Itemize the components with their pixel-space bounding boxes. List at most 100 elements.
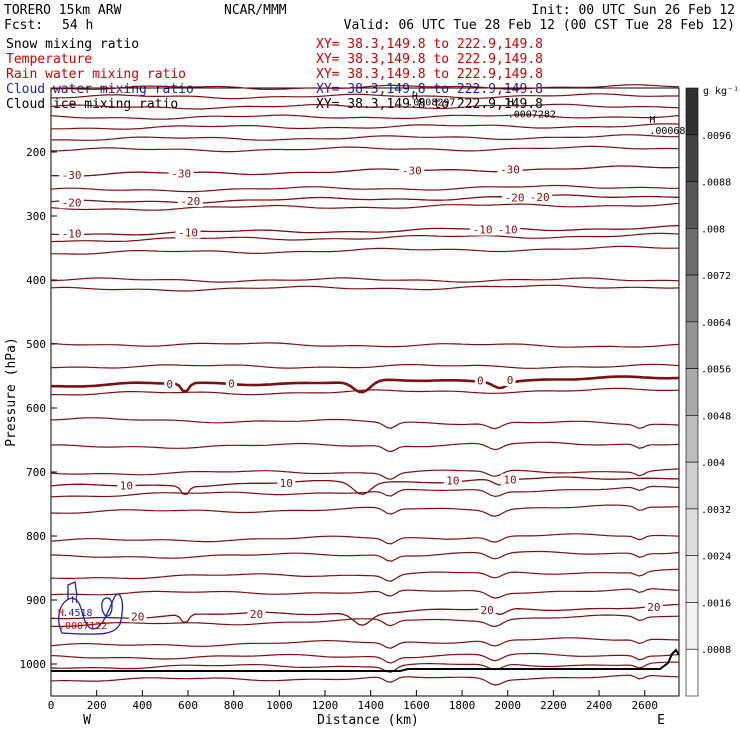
colorbar-segment xyxy=(685,555,699,603)
isotherm-line xyxy=(50,184,679,193)
contour-label: -20 xyxy=(62,196,82,209)
contour-label-bg xyxy=(225,377,237,390)
colorbar-segment xyxy=(685,321,699,369)
contour-label-bg xyxy=(277,477,296,490)
y-tick-label: 900 xyxy=(26,594,46,607)
x-tick-label: 1400 xyxy=(357,699,384,712)
terrain-line xyxy=(51,648,680,672)
colorbar-label: .0088 xyxy=(701,178,731,189)
contour-label: 10 xyxy=(280,477,293,490)
legend-label: Temperature xyxy=(6,52,92,67)
contour-label-bg xyxy=(175,226,201,239)
isotherm-line xyxy=(50,232,680,243)
colorbar-segment xyxy=(685,508,699,556)
contour-label: 0 xyxy=(507,374,514,387)
contour-label: -20 xyxy=(505,191,525,204)
contour-label-bg xyxy=(474,374,486,387)
y-tick-label: 800 xyxy=(26,530,46,543)
east-label: E xyxy=(657,713,665,728)
valid-time: Valid: 06 UTC Tue 28 Feb 12 (00 CST Tue … xyxy=(344,18,735,33)
isotherm-line xyxy=(50,504,680,517)
isotherm-line xyxy=(51,93,679,100)
x-tick-label: 400 xyxy=(132,699,152,712)
isotherm-line xyxy=(51,134,679,141)
x-tick-label: 2600 xyxy=(631,699,658,712)
contour-label-bg xyxy=(497,163,523,176)
isotherm-line xyxy=(51,165,680,177)
x-tick-label: 1600 xyxy=(403,699,430,712)
contour-label-bg xyxy=(164,378,176,391)
contour-label: -30 xyxy=(402,165,422,178)
x-tick-label: 1800 xyxy=(449,699,476,712)
extremum-label: H xyxy=(58,608,64,619)
x-tick-label: 1000 xyxy=(266,699,293,712)
contour-label-bg xyxy=(502,191,528,204)
isotherm-line xyxy=(50,114,680,120)
plot-frame xyxy=(50,87,680,697)
x-axis: 0 200 400 600 800 1000 1200 1400 1600 1800 2000 220… xyxy=(48,690,658,712)
extremum-label: .0008297 xyxy=(407,97,455,108)
contour-label: 10 xyxy=(120,480,133,493)
isotherm-line xyxy=(50,84,680,90)
extremum-label: H xyxy=(72,595,78,606)
legend-label: Rain water mixing ratio xyxy=(6,67,186,82)
isotherm-line xyxy=(50,603,680,626)
extremum-label: H xyxy=(508,97,514,108)
x-tick-label: 2400 xyxy=(586,699,613,712)
extremum-label: .4518 xyxy=(62,608,92,619)
colorbar-label: .0064 xyxy=(701,318,731,329)
isotherm-line xyxy=(50,417,680,430)
contour-label-bg xyxy=(59,168,85,181)
colorbar-label: .0096 xyxy=(701,131,731,142)
isotherm-line xyxy=(50,476,680,496)
colorbar-segment xyxy=(685,134,699,182)
x-tick-label: 2000 xyxy=(494,699,521,712)
isotherm-line xyxy=(50,202,680,211)
isotherm-line xyxy=(50,652,680,664)
y-tick-label: 700 xyxy=(26,466,46,479)
x-tick-label: 200 xyxy=(87,699,107,712)
cloud-water-contour xyxy=(58,593,124,635)
fcst-label: Fcst: xyxy=(4,18,43,33)
contour-label: -10 xyxy=(62,228,82,241)
colorbar: .0096 .0088 .008 .0072 .0064 .0056 .0048 .004 .0… xyxy=(685,87,731,697)
contour-label-bg xyxy=(177,194,203,207)
model-title: TORERO 15km ARW xyxy=(4,3,122,18)
contour-label-bg xyxy=(128,610,147,623)
x-tick-label: 2200 xyxy=(540,699,567,712)
contour-label: -30 xyxy=(500,163,520,176)
contour-label: -10 xyxy=(498,223,518,236)
contour-label: -10 xyxy=(178,227,198,240)
x-tick-label: 1200 xyxy=(312,699,339,712)
west-label: W xyxy=(83,713,91,728)
colorbar-segment xyxy=(685,368,699,416)
legend-label: Snow mixing ratio xyxy=(6,37,139,52)
y-tick-label: 600 xyxy=(26,402,46,415)
isotherm-line xyxy=(50,674,680,686)
contour-label: -30 xyxy=(62,169,82,182)
contour-label-bg xyxy=(399,164,425,177)
y-tick-label: 300 xyxy=(26,210,46,223)
y-tick-label: 1000 xyxy=(20,658,47,671)
contour-label-bg xyxy=(117,479,136,492)
fcst-value: 54 h xyxy=(62,18,93,33)
y-tick-label: 200 xyxy=(26,146,46,159)
colorbar-label: .0024 xyxy=(701,552,731,563)
isotherm-line xyxy=(50,661,680,673)
colorbar-segment xyxy=(685,274,699,323)
contour-label-bg xyxy=(504,373,516,386)
y-axis: 200 300 400 500 600 700 800 900 1000 xyxy=(20,146,57,671)
isotherm-line xyxy=(51,375,680,394)
contour-label-bg xyxy=(59,227,85,240)
center-title: NCAR/MMM xyxy=(224,3,287,18)
colorbar-label: .0008 xyxy=(701,645,731,656)
isotherm-line xyxy=(50,342,680,348)
x-axis-label: Distance (km) xyxy=(317,713,419,728)
legend-xy: XY= 38.3,149.8 to 222.9,149.8 xyxy=(316,67,543,82)
extremum-label: H xyxy=(412,92,418,103)
colorbar-label: .0072 xyxy=(701,271,731,282)
contour-label: 20 xyxy=(647,601,660,614)
isotherm-line xyxy=(50,568,680,582)
temperature-contours: -30 -30 -30 -30 -20 -20 -20 -20 -10 -10 -10 -10 0 0 0 0… xyxy=(50,84,680,686)
